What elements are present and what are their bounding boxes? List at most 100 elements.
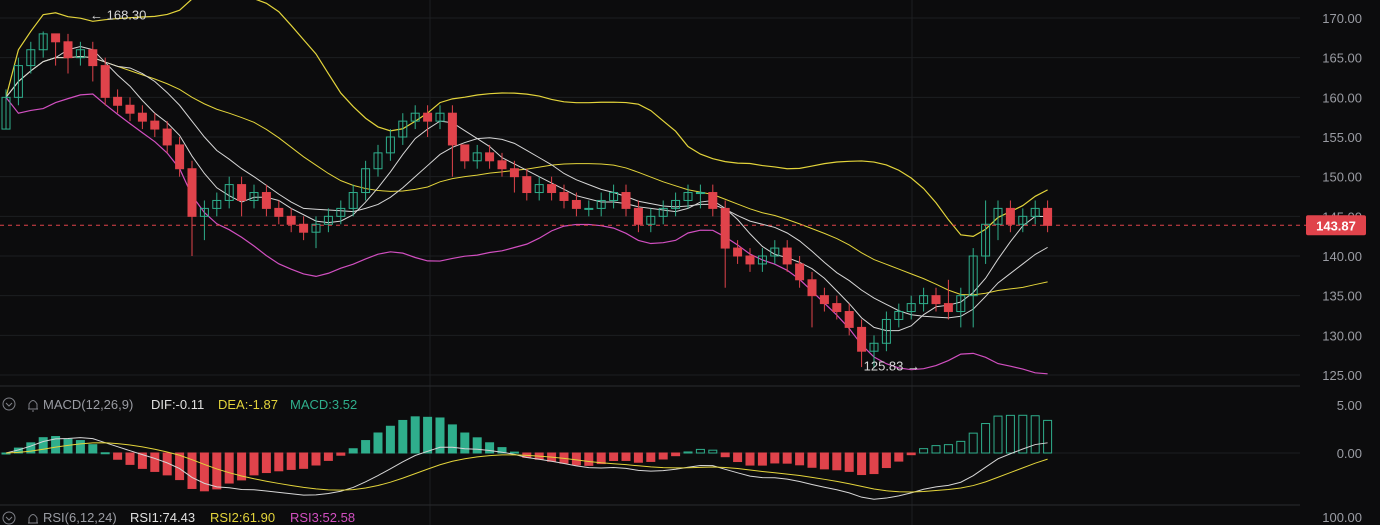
candle[interactable] (869, 335, 879, 369)
candle[interactable] (671, 192, 681, 217)
candle[interactable] (26, 41, 36, 74)
candle[interactable] (894, 303, 904, 328)
candle[interactable] (125, 97, 135, 122)
candle[interactable] (361, 160, 371, 201)
collapse-icon[interactable] (2, 511, 16, 525)
collapse-icon[interactable] (2, 397, 16, 411)
candle[interactable] (906, 295, 916, 320)
bell-icon[interactable] (28, 400, 38, 412)
candle[interactable] (547, 176, 557, 201)
candle[interactable] (956, 287, 966, 328)
candle[interactable] (708, 184, 718, 217)
candle[interactable] (1, 89, 11, 130)
candle[interactable] (931, 287, 941, 312)
candle[interactable] (919, 287, 929, 312)
candle[interactable] (943, 279, 953, 320)
macd-tick-zero: 0.00 (1337, 446, 1362, 461)
candle[interactable] (683, 184, 693, 209)
candle[interactable] (559, 184, 569, 209)
candle[interactable] (63, 33, 73, 74)
candle[interactable] (981, 200, 991, 264)
macd-hist-bar (906, 452, 916, 456)
candle[interactable] (175, 137, 185, 177)
candle[interactable] (844, 303, 854, 336)
candle[interactable] (311, 216, 321, 249)
candle[interactable] (286, 208, 296, 233)
candle[interactable] (460, 144, 470, 169)
candle[interactable] (1018, 208, 1028, 233)
candle[interactable] (795, 256, 805, 288)
candle[interactable] (113, 89, 123, 114)
macd-dea-value: DEA:-1.87 (218, 397, 278, 412)
last-price-tag: 143.87 (1306, 215, 1366, 236)
candle[interactable] (224, 176, 234, 209)
candle[interactable] (1043, 200, 1053, 233)
macd-hist-bar (509, 451, 519, 454)
candle[interactable] (38, 31, 48, 58)
candle[interactable] (534, 176, 544, 201)
candle[interactable] (832, 295, 842, 320)
candle[interactable] (857, 319, 867, 368)
candle[interactable] (51, 33, 61, 66)
candle[interactable] (522, 168, 532, 201)
candle[interactable] (299, 216, 309, 241)
candle[interactable] (621, 184, 631, 217)
candle[interactable] (968, 248, 978, 328)
candle[interactable] (274, 200, 284, 225)
candle[interactable] (398, 113, 408, 145)
candle[interactable] (658, 200, 668, 225)
candle[interactable] (695, 184, 705, 209)
candle[interactable] (509, 160, 519, 193)
candle[interactable] (423, 105, 433, 137)
candle[interactable] (807, 271, 817, 328)
candle[interactable] (348, 184, 358, 217)
candle[interactable] (261, 184, 271, 217)
candle[interactable] (472, 144, 482, 169)
candle[interactable] (745, 248, 755, 272)
candle[interactable] (733, 240, 743, 264)
candle[interactable] (819, 287, 829, 312)
candle[interactable] (100, 57, 110, 106)
candle[interactable] (323, 208, 333, 233)
candle[interactable] (212, 192, 222, 217)
candle[interactable] (1030, 200, 1040, 225)
candle[interactable] (485, 144, 495, 169)
candle[interactable] (187, 160, 197, 256)
candle[interactable] (410, 105, 420, 130)
candle[interactable] (75, 41, 85, 66)
bell-icon[interactable] (28, 514, 38, 524)
candles-group (1, 31, 1053, 369)
candle-body (348, 192, 358, 209)
candle[interactable] (633, 200, 643, 233)
candle-body (695, 192, 705, 195)
candle[interactable] (757, 248, 767, 272)
candle[interactable] (447, 105, 457, 177)
candle[interactable] (720, 200, 730, 288)
candle[interactable] (497, 152, 507, 177)
candle[interactable] (13, 57, 23, 106)
candle[interactable] (150, 113, 160, 137)
candle[interactable] (137, 105, 147, 130)
candle[interactable] (88, 41, 98, 82)
candle-body (832, 303, 842, 313)
candle[interactable] (782, 240, 792, 272)
candle[interactable] (646, 208, 656, 233)
candle[interactable] (596, 192, 606, 217)
candle[interactable] (993, 200, 1003, 241)
candle[interactable] (609, 184, 619, 209)
candle[interactable] (1005, 200, 1015, 233)
candle[interactable] (249, 184, 259, 209)
candle[interactable] (881, 311, 891, 352)
macd-hist-bar (943, 444, 953, 454)
candle[interactable] (435, 105, 445, 130)
candle[interactable] (336, 200, 346, 225)
candle[interactable] (237, 176, 247, 217)
candle[interactable] (373, 144, 383, 177)
candle[interactable] (571, 192, 581, 217)
candle[interactable] (162, 121, 172, 153)
candle[interactable] (199, 200, 209, 241)
candle[interactable] (584, 200, 594, 217)
candle[interactable] (385, 129, 395, 161)
candle[interactable] (770, 240, 780, 264)
